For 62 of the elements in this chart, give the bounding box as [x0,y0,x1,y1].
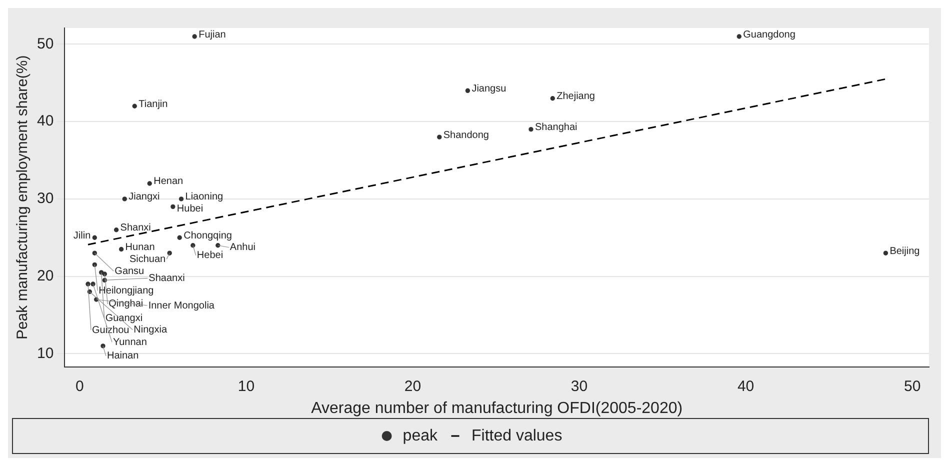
point [102,272,108,276]
annotation: Guangxi [105,313,143,324]
y-tick-label: 50 [36,35,54,52]
point [465,88,470,94]
annotation: Shanghai [534,122,578,134]
y-axis-title: Peak manufacturing employment share(%) [14,55,32,340]
point [883,250,888,256]
legend-label: Fitted values [471,427,562,444]
annotation: Guizhou [92,324,130,336]
x-tick-label: 20 [404,378,422,395]
annotation: Jiangxi [128,192,160,203]
annotation: Hubei [176,203,204,214]
x-tick-label: 0 [76,378,84,395]
annotation: Sichuan [129,254,166,265]
annotation: Inner Mongolia [148,300,215,312]
point [122,196,127,202]
annotation: Ningxia [134,324,168,336]
point [92,235,98,240]
y-tick-label: 10 [36,344,54,362]
point [98,270,104,275]
annotation: Zhejiang [556,91,595,102]
annotation: Henan [154,176,184,188]
annotation: Hainan [106,350,139,362]
annotation: Shanxi [120,222,151,234]
x-tick-label: 10 [238,378,255,395]
annotation: Gansu [114,266,144,277]
annotation: Hunan [125,242,155,253]
annotation: Tianjin [138,98,168,110]
point [192,34,197,39]
annotation: Chongqing [184,230,232,242]
point [550,96,555,101]
y-tick-label: 20 [36,267,54,284]
point [118,246,124,252]
x-axis-title: Average number of manufacturing OFDI(2005-2020) [311,400,683,417]
point [437,134,442,140]
y-tick-label: 30 [36,190,54,208]
legend-label: peak [402,427,438,444]
point [147,181,152,186]
annotation: Yunnan [112,336,147,348]
point [178,196,184,202]
point [170,204,176,210]
annotation: Hebei [196,250,224,262]
x-tick-label: 30 [570,378,588,395]
point [736,34,742,39]
annotation: Liaoning [185,192,224,203]
annotation: Beijing [890,246,920,257]
x-tick-label: 50 [904,378,921,395]
annotation: Heilongjiang [98,285,154,296]
x-tick-label: 40 [737,378,754,395]
point [114,228,119,232]
point [177,235,182,240]
point [528,126,534,132]
annotation: Jilin [73,230,91,242]
annotation: Anhui [230,242,256,254]
point [132,104,137,108]
annotation: Shandong [443,130,489,141]
annotation: Shaanxi [148,272,185,284]
y-tick-label: 40 [36,112,54,130]
annotation: Fujian [198,29,226,40]
annotation: Qinghai [108,298,144,310]
annotation: Jiangsu [472,83,506,94]
annotation: Guangdong [743,29,796,40]
